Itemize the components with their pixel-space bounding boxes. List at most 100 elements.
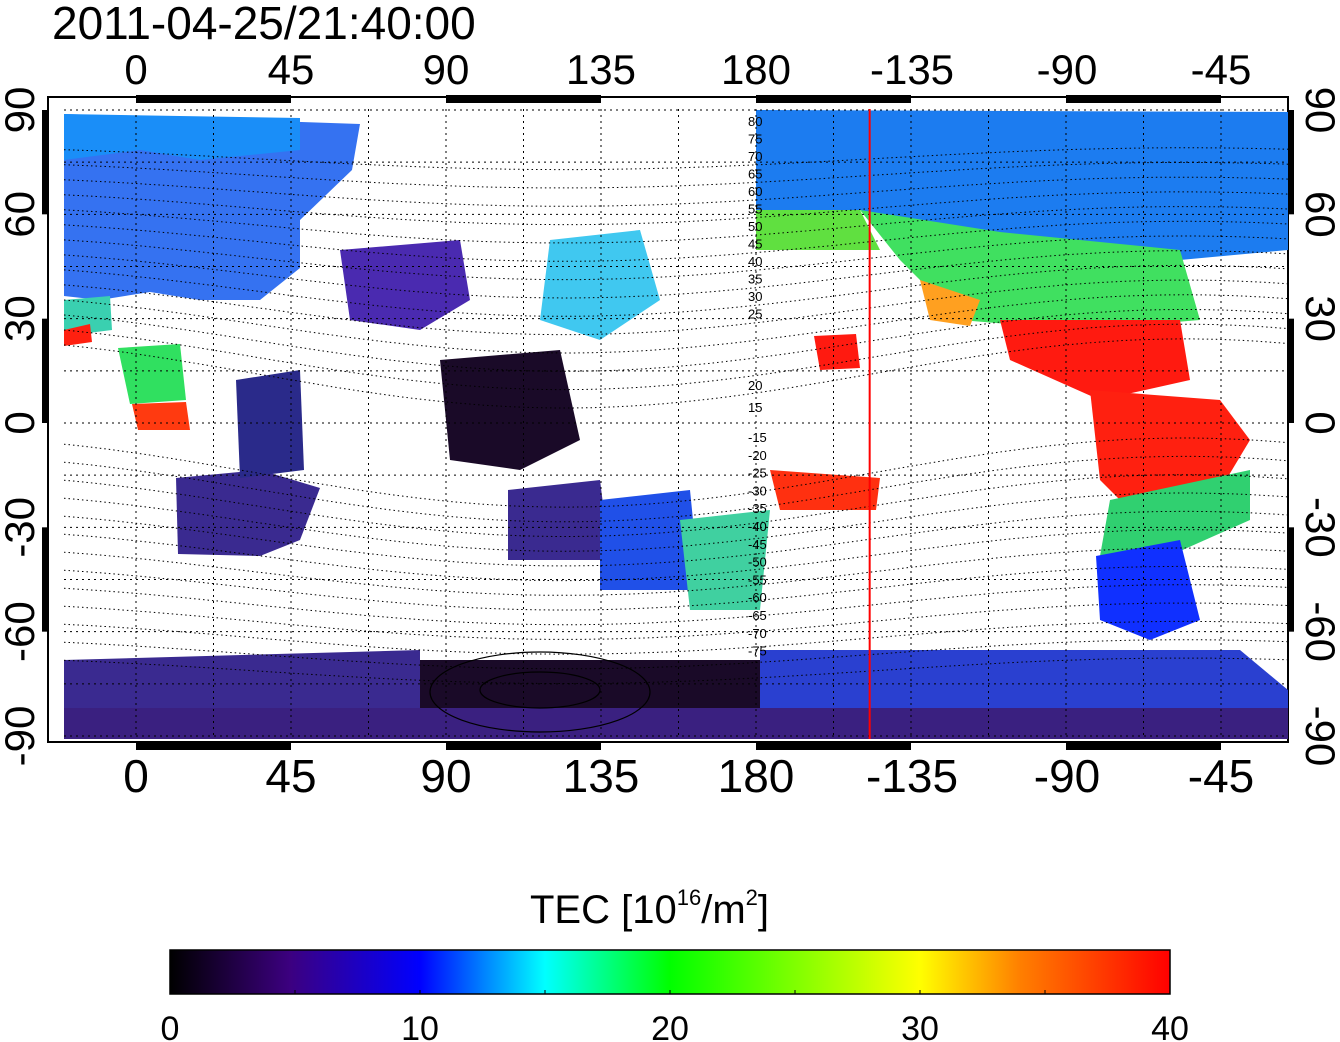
frame-bar-bottom [1066, 742, 1221, 750]
magnetic-label-south: -65 [748, 608, 767, 623]
top-longitude-labels: 0 45 90 135 180 -135 -90 -45 [124, 46, 1251, 93]
magnetic-label-north: 60 [748, 184, 762, 199]
magnetic-pole-contour [429, 651, 651, 733]
magnetic-label-north: 75 [748, 132, 762, 147]
magnetic-label-north: 25 [748, 307, 762, 322]
tec-region-antarctic [64, 708, 1288, 739]
magnetic-label-north: 80 [748, 114, 762, 129]
tec-region-antarctic-west [64, 650, 420, 708]
frame-bar-bottom [446, 742, 601, 750]
left-latitude-label: -90 [0, 706, 43, 767]
magnetic-label-south: -40 [748, 519, 767, 534]
bottom-longitude-labels: 0 45 90 135 180 -135 -90 -45 [123, 750, 1254, 802]
tec-region-south-america-green [1100, 470, 1250, 560]
magnetic-label-south: -45 [748, 537, 767, 552]
tec-region-na-orange [920, 280, 980, 326]
tec-region-new-zealand [680, 510, 770, 610]
magnetic-contour [64, 602, 1288, 640]
right-latitude-label: 90 [1297, 87, 1340, 134]
colorbar-tick-label: 40 [1151, 1010, 1189, 1042]
colorbar-tick-label: 30 [901, 1010, 939, 1042]
tec-region-europe [64, 114, 360, 300]
tec-region-east-asia [540, 230, 660, 340]
colorbar-tick-label: 10 [401, 1010, 439, 1042]
colorbar [169, 949, 1171, 995]
magnetic-label-north: 70 [748, 149, 762, 164]
magnetic-contour [64, 657, 1288, 684]
magnetic-contour [64, 492, 1288, 552]
magnetic-label-south: -25 [748, 466, 767, 481]
colorbar-title-exponent: 16 [676, 884, 702, 910]
magnetic-contour [64, 620, 1288, 655]
magnetic-contour [64, 162, 1288, 189]
frame-bar-top [446, 95, 601, 103]
left-latitude-label: 30 [0, 295, 43, 342]
magnetic-contour [64, 147, 1288, 171]
magnetic-label-south: -20 [748, 448, 767, 463]
tec-region-patagonia [1096, 540, 1200, 640]
frame-bar-top [1066, 95, 1221, 103]
left-latitude-labels: 90 60 30 0 -30 -60 -90 [0, 87, 43, 767]
magnetic-latitude-labels: 80 75 70 65 60 55 50 45 40 35 30 25 20 15 -15 -20 -25 -30… [748, 114, 767, 659]
right-latitude-labels: 90 60 30 0 -30 -60 -90 [1297, 87, 1340, 767]
tec-region-europe-north [64, 114, 300, 160]
left-latitude-label: 60 [0, 191, 43, 238]
frame-bar-bottom [136, 742, 291, 750]
left-latitude-label: 90 [0, 87, 43, 134]
right-latitude-label: -30 [1297, 497, 1340, 558]
frame-bar-left [42, 318, 48, 423]
magnetic-contour [64, 176, 1288, 207]
magnetic-contour [64, 338, 1288, 409]
bottom-longitude-label: 135 [563, 750, 640, 802]
magnetic-label-north: 15 [748, 400, 762, 415]
magnetic-label-north: 40 [748, 254, 762, 269]
map-timestamp-title: 2011-04-25/21:40:00 [52, 0, 476, 49]
colorbar-title-unit: /m [701, 888, 746, 932]
top-longitude-label: 45 [268, 46, 315, 93]
top-longitude-label: 0 [124, 46, 147, 93]
colorbar-ticks: 0 10 20 30 40 [161, 990, 1189, 1042]
right-latitude-label: 60 [1297, 191, 1340, 238]
magnetic-label-north: 35 [748, 272, 762, 287]
magnetic-label-south: -60 [748, 590, 767, 605]
tec-region-gulf-guinea [132, 402, 190, 430]
bottom-longitude-label: -90 [1034, 750, 1100, 802]
right-latitude-label: 30 [1297, 295, 1340, 342]
magnetic-label-south: -75 [748, 644, 767, 659]
frame-bar-left [42, 110, 48, 215]
magnetic-contour [64, 309, 1288, 372]
right-latitude-label: -60 [1297, 601, 1340, 662]
magnetic-label-north: 30 [748, 289, 762, 304]
tec-region-iberia [64, 296, 112, 336]
frame-bar-left [42, 527, 48, 632]
bottom-longitude-label: 0 [123, 750, 149, 802]
magnetic-contour [64, 437, 1288, 508]
tec-region-arctic-na [756, 110, 1288, 260]
magnetic-contour [64, 191, 1288, 226]
magnetic-label-north: 45 [748, 237, 762, 252]
left-latitude-label: 0 [0, 411, 43, 434]
magnetic-label-north: 55 [748, 202, 762, 217]
magnetic-contour [64, 639, 1288, 670]
tec-region-hawaii [814, 334, 860, 370]
bottom-longitude-label: 45 [265, 750, 316, 802]
frame-bar-right [1288, 527, 1294, 632]
colorbar-tick-label: 0 [161, 1010, 180, 1042]
magnetic-label-north: 20 [748, 378, 762, 393]
tec-region-pacific-green [756, 210, 880, 250]
frame-bar-right [1288, 110, 1294, 215]
tec-region-south-pacific [770, 470, 880, 510]
top-longitude-label: -135 [870, 46, 954, 93]
tec-region-indonesia-dark [440, 350, 580, 470]
magnetic-label-south: -35 [748, 501, 767, 516]
right-latitude-label: -90 [1297, 706, 1340, 767]
map-grid [64, 109, 1288, 739]
frame-bar-top [136, 95, 291, 103]
magnetic-label-south: -70 [748, 626, 767, 641]
tec-observation-layer [64, 110, 1288, 739]
tec-region-nwafrica [64, 324, 92, 346]
bottom-longitude-label: 90 [420, 750, 471, 802]
bottom-longitude-label: 180 [718, 750, 795, 802]
left-latitude-label: -60 [0, 601, 43, 662]
